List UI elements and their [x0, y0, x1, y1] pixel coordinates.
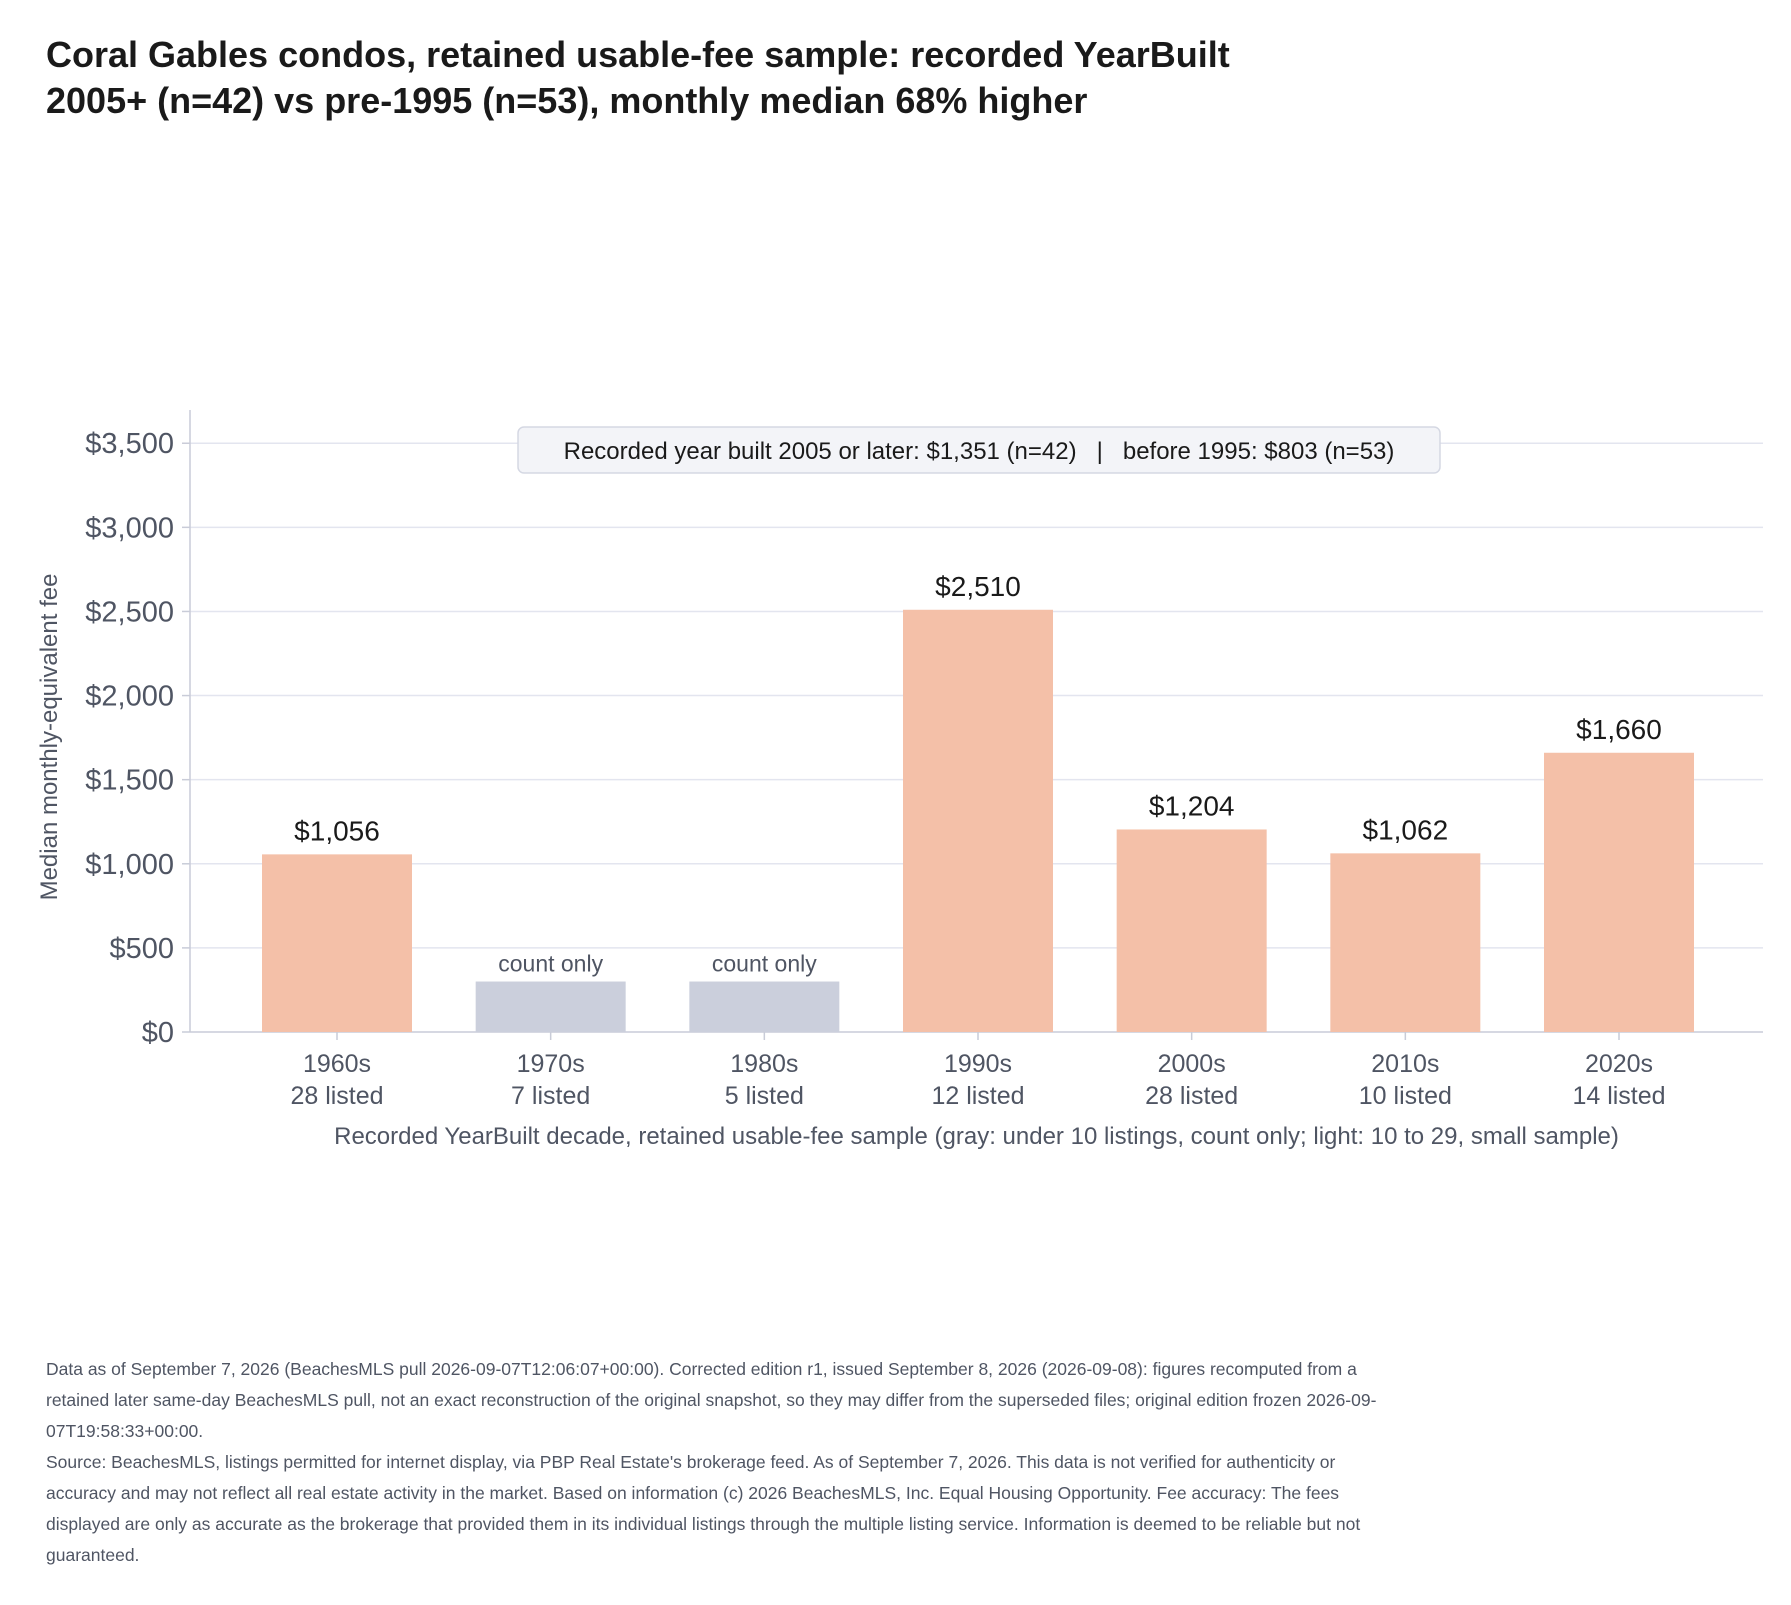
y-tick-label: $3,000 — [85, 512, 174, 544]
bar-value-label: $1,056 — [294, 815, 380, 846]
x-tick-label: 2010s — [1371, 1050, 1439, 1078]
x-tick-count-label: 5 listed — [725, 1082, 804, 1110]
bar-1960s — [262, 854, 412, 1032]
annotation-box — [517, 426, 1441, 474]
bar-2010s — [1330, 853, 1481, 1032]
bar-1970s — [475, 981, 626, 1032]
y-tick-label: $2,500 — [85, 596, 174, 628]
bar-chart: $0 $500 $1,000 $1,500 $2,000 $2,500 $3,000 $3,5… — [36, 410, 1763, 1150]
bar-2000s — [1116, 829, 1267, 1032]
y-tick-label: $1,000 — [85, 849, 174, 881]
y-axis-title: Median monthly-equivalent fee — [36, 574, 63, 901]
y-tick-label: $2,000 — [85, 681, 174, 713]
x-tick-count-label: 7 listed — [511, 1082, 590, 1110]
x-tick-count-label: 14 listed — [1572, 1082, 1665, 1110]
annotation-text: Recorded year built 2005 or later: $1,35… — [564, 438, 1395, 465]
x-tick-count-label: 28 listed — [290, 1082, 383, 1110]
bar-value-label: $1,062 — [1363, 814, 1449, 845]
bar-value-label: $1,660 — [1576, 714, 1662, 745]
bar-value-label: count only — [712, 951, 817, 977]
bar-value-label: count only — [498, 951, 603, 977]
x-tick-label: 1990s — [944, 1050, 1012, 1078]
x-tick-label: 2000s — [1158, 1050, 1226, 1078]
x-tick-label: 1960s — [303, 1050, 371, 1078]
bar-value-label: $1,204 — [1149, 790, 1235, 821]
y-tick-label: $3,500 — [85, 428, 174, 460]
x-tick-label: 1970s — [517, 1050, 585, 1078]
x-tick-count-label: 12 listed — [931, 1082, 1024, 1110]
x-tick-label: 2020s — [1585, 1050, 1653, 1078]
footnote: Data as of September 7, 2026 (BeachesMLS… — [46, 1354, 1406, 1571]
footnote-source-note: Source: BeachesMLS, listings permitted f… — [46, 1452, 1361, 1565]
chart-title: Coral Gables condos, retained usable-fee… — [46, 34, 1230, 121]
bar-value-label: $2,510 — [935, 571, 1021, 602]
y-tick-label: $500 — [109, 933, 174, 965]
y-tick-label: $1,500 — [85, 765, 174, 797]
x-axis-title: Recorded YearBuilt decade, retained usab… — [334, 1123, 1619, 1150]
x-tick-label: 1980s — [730, 1050, 798, 1078]
bar-1990s — [903, 609, 1053, 1032]
y-tick-label: $0 — [142, 1017, 174, 1049]
bar-1980s — [689, 981, 840, 1032]
x-tick-count-label: 10 listed — [1359, 1082, 1452, 1110]
x-tick-count-label: 28 listed — [1145, 1082, 1238, 1110]
bar-2020s — [1544, 752, 1694, 1032]
footnote-data-note: Data as of September 7, 2026 (BeachesMLS… — [46, 1359, 1377, 1441]
